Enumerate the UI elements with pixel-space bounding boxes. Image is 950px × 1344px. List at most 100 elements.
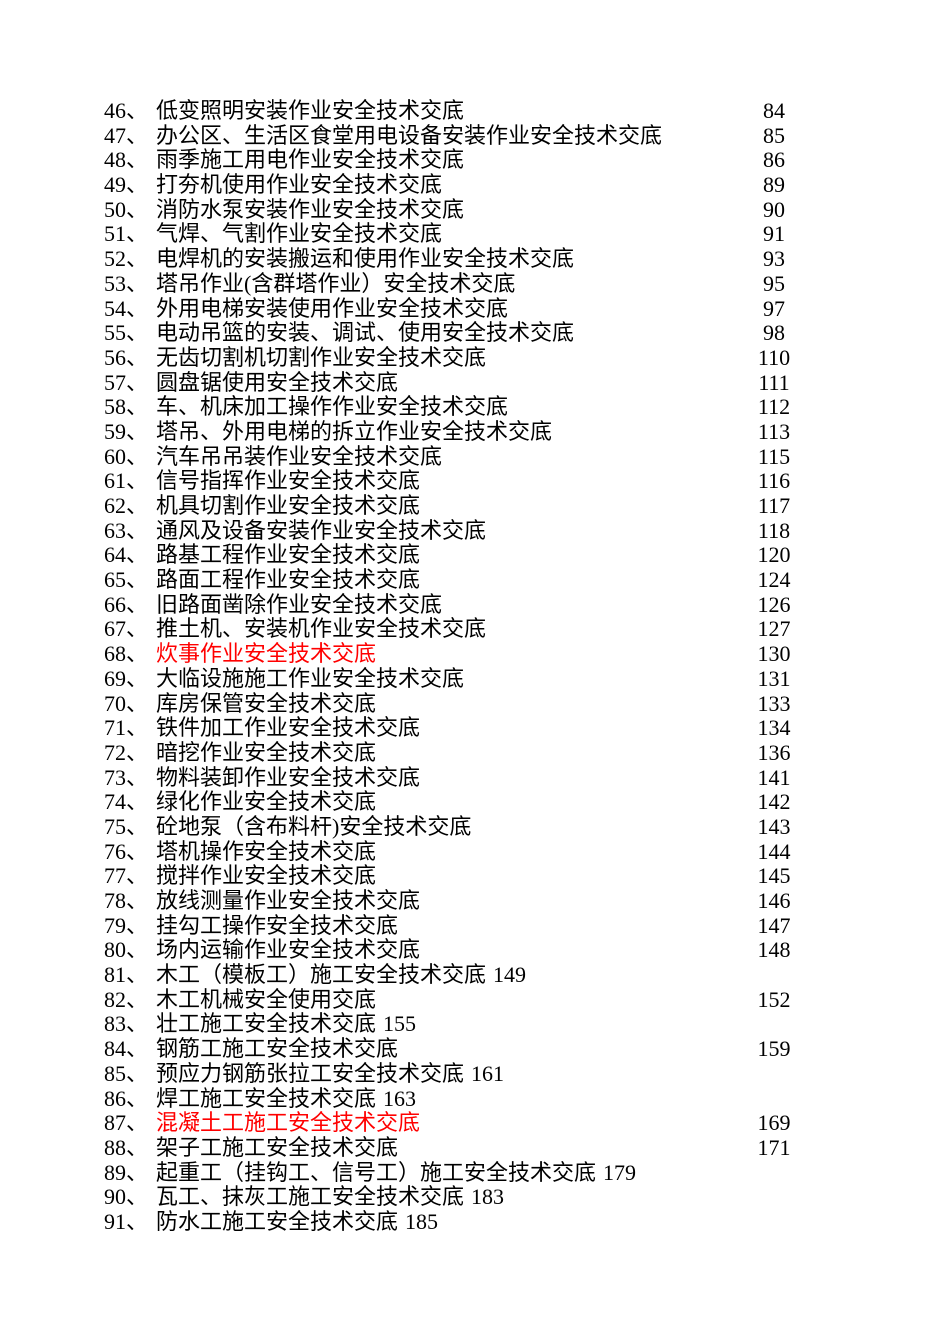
toc-entry: 71、 铁件加工作业安全技术交底 134	[104, 715, 950, 741]
entry-title: 塔吊作业(含群塔作业）安全技术交底	[156, 270, 516, 296]
entry-page-number: 131	[757, 665, 791, 691]
entry-page-number: 134	[757, 715, 791, 741]
toc-entry: 83、 壮工施工安全技术交底 155	[104, 1012, 950, 1037]
entry-page-number: 149	[493, 962, 527, 988]
toc-entry: 57、 圆盘锯使用安全技术交底 111	[104, 369, 950, 396]
entry-page-number: 152	[757, 986, 791, 1012]
entry-number: 88、	[104, 1134, 149, 1160]
entry-page-number: 179	[603, 1159, 637, 1185]
entry-page-number: 117	[757, 493, 791, 518]
entry-title: 焊工施工安全技术交底	[156, 1085, 377, 1111]
entry-number: 78、	[104, 888, 149, 913]
entry-title: 钢筋工施工安全技术交底	[156, 1036, 399, 1062]
entry-title: 库房保管安全技术交底	[156, 690, 377, 716]
entry-title: 机具切割作业安全技术交底	[156, 493, 421, 518]
entry-title: 架子工施工安全技术交底	[156, 1134, 399, 1160]
entry-page-number: 161	[471, 1060, 505, 1086]
entry-title: 放线测量作业安全技术交底	[156, 888, 421, 913]
entry-page-number: 143	[757, 813, 791, 839]
entry-number: 46、	[104, 98, 149, 123]
entry-page-number: 93	[763, 246, 785, 272]
toc-entry: 52、 电焊机的安装搬运和使用作业安全技术交底 93	[104, 246, 950, 272]
entry-title: 场内运输作业安全技术交底	[156, 937, 421, 963]
entry-number: 73、	[104, 764, 149, 790]
entry-page-number: 163	[383, 1085, 417, 1111]
entry-number: 91、	[104, 1208, 149, 1234]
entry-number: 71、	[104, 715, 149, 741]
entry-title: 圆盘锯使用安全技术交底	[156, 369, 399, 395]
toc-entry: 55、 电动吊篮的安装、调试、使用安全技术交底 98	[104, 320, 950, 346]
entry-number: 49、	[104, 172, 149, 198]
entry-number: 62、	[104, 493, 149, 518]
entry-page-number: 127	[757, 616, 791, 642]
toc-entry: 79、 挂勾工操作安全技术交底 147	[104, 913, 950, 939]
toc-entry: 66、 旧路面凿除作业安全技术交底 126	[104, 591, 950, 618]
entry-number: 47、	[104, 122, 149, 148]
entry-page-number: 95	[763, 270, 785, 296]
entry-number: 56、	[104, 344, 149, 370]
toc-entry: 58、 车、机床加工操作作业安全技术交底 112	[104, 394, 950, 420]
entry-page-number: 144	[757, 838, 791, 864]
toc-entry: 69、 大临设施施工作业安全技术交底 131	[104, 665, 950, 692]
entry-page-number: 171	[757, 1134, 791, 1160]
entry-title: 炊事作业安全技术交底	[156, 641, 377, 667]
toc-entry: 80、 场内运输作业安全技术交底 148	[104, 938, 950, 963]
entry-page-number: 115	[757, 443, 791, 469]
entry-title: 物料装卸作业安全技术交底	[156, 764, 421, 790]
entry-number: 66、	[104, 591, 149, 617]
toc-entry: 85、 预应力钢筋张拉工安全技术交底 161	[104, 1060, 950, 1087]
entry-title: 大临设施施工作业安全技术交底	[156, 665, 465, 691]
entry-page-number: 169	[757, 1110, 791, 1136]
entry-title: 绿化作业安全技术交底	[156, 789, 377, 815]
entry-page-number: 148	[757, 937, 791, 963]
entry-page-number: 98	[763, 320, 785, 346]
entry-title: 搅拌作业安全技术交底	[156, 863, 377, 889]
toc-entry: 86、 焊工施工安全技术交底 163	[104, 1085, 950, 1112]
entry-page-number: 111	[758, 369, 790, 395]
entry-number: 51、	[104, 221, 149, 247]
toc-entry: 51、 气焊、气割作业安全技术交底 91	[104, 222, 950, 247]
toc-entry: 49、 打夯机使用作业安全技术交底 89	[104, 172, 950, 198]
entry-title: 防水工施工安全技术交底	[156, 1208, 399, 1234]
entry-number: 67、	[104, 616, 149, 642]
entry-page-number: 141	[757, 764, 791, 790]
toc-entry: 59、 塔吊、外用电梯的拆立作业安全技术交底 113	[104, 418, 950, 445]
entry-number: 69、	[104, 665, 149, 691]
entry-page-number: 159	[757, 1036, 791, 1062]
entry-title: 办公区、生活区食堂用电设备安装作业安全技术交底	[156, 122, 663, 148]
toc-entry: 46、 低变照明安装作业安全技术交底 84	[104, 98, 950, 124]
entry-title: 打夯机使用作业安全技术交底	[156, 172, 443, 198]
entry-number: 60、	[104, 443, 149, 469]
entry-number: 64、	[104, 542, 149, 568]
toc-entry: 91、 防水工施工安全技术交底 185	[104, 1208, 950, 1235]
entry-number: 81、	[104, 962, 149, 988]
entry-number: 50、	[104, 196, 149, 222]
toc-entry: 53、 塔吊作业(含群塔作业）安全技术交底 95	[104, 270, 950, 297]
entry-title: 气焊、气割作业安全技术交底	[156, 221, 443, 247]
entry-title: 无齿切割机切割作业安全技术交底	[156, 344, 487, 370]
entry-page-number: 145	[757, 863, 791, 889]
entry-title: 车、机床加工操作作业安全技术交底	[156, 394, 509, 420]
toc-entry: 70、 库房保管安全技术交底 133	[104, 690, 950, 717]
entry-title: 预应力钢筋张拉工安全技术交底	[156, 1060, 465, 1086]
entry-title: 塔吊、外用电梯的拆立作业安全技术交底	[156, 418, 553, 444]
entry-number: 89、	[104, 1159, 149, 1185]
entry-title: 推土机、安装机作业安全技术交底	[156, 616, 487, 642]
toc-entry: 62、 机具切割作业安全技术交底 117	[104, 493, 950, 519]
entry-title: 砼地泵（含布料杆)安全技术交底	[156, 813, 472, 839]
entry-title: 信号指挥作业安全技术交底	[156, 468, 421, 494]
toc-entry: 90、 瓦工、抹灰工施工安全技术交底 183	[104, 1184, 950, 1210]
entry-number: 87、	[104, 1110, 149, 1136]
toc-entry: 76、 塔机操作安全技术交底 144	[104, 838, 950, 865]
entry-number: 48、	[104, 147, 149, 173]
entry-page-number: 133	[757, 690, 791, 716]
toc-entry: 88、 架子工施工安全技术交底 171	[104, 1134, 950, 1161]
entry-number: 80、	[104, 937, 149, 963]
entry-number: 82、	[104, 986, 149, 1012]
entry-number: 75、	[104, 813, 149, 839]
entry-number: 68、	[104, 641, 149, 667]
entry-page-number: 185	[405, 1208, 439, 1234]
entry-page-number: 90	[763, 196, 785, 222]
entry-page-number: 91	[763, 221, 785, 247]
